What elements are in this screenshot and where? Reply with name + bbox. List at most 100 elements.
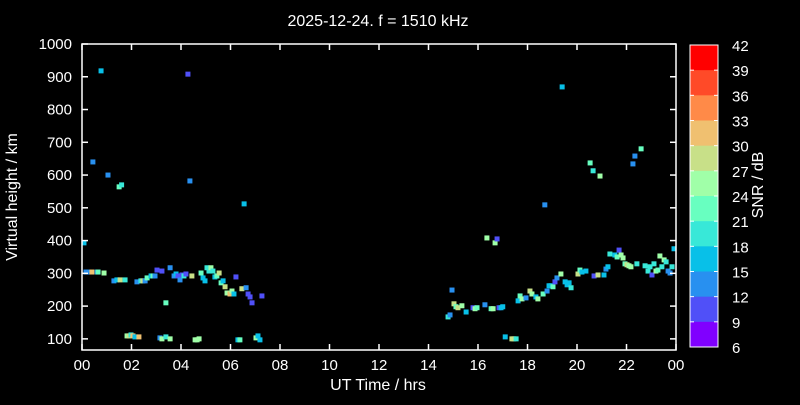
data-point — [513, 336, 519, 342]
colorbar-band — [690, 95, 718, 121]
colorbar-band — [690, 170, 718, 197]
data-point — [204, 265, 210, 271]
data-point — [198, 270, 204, 276]
data-point — [117, 277, 123, 283]
data-point — [255, 333, 261, 339]
data-point — [134, 279, 140, 285]
colorbar-band — [690, 321, 718, 348]
colorbar-tick-label: 9 — [732, 315, 740, 332]
data-point — [527, 288, 533, 294]
data-point — [159, 268, 165, 274]
colorbar-band — [690, 145, 718, 172]
data-point — [224, 290, 230, 296]
data-point — [484, 235, 490, 241]
x-tick-label: 18 — [519, 357, 536, 374]
x-tick-label: 14 — [420, 357, 437, 374]
y-tick-label: 500 — [47, 200, 72, 217]
data-point — [492, 240, 498, 246]
data-point — [152, 273, 158, 279]
colorbar-label: SNR / dB — [750, 152, 767, 219]
colorbar: 42 39 36 33 30 27 24 21 18 15 12 9 6 — [689, 38, 749, 357]
data-point — [591, 273, 597, 279]
x-tick-label: 12 — [371, 357, 388, 374]
data-point — [105, 172, 111, 178]
data-point — [187, 178, 193, 184]
chart-title: 2025-12-24. f = 1510 kHz — [287, 13, 468, 30]
data-point — [544, 288, 550, 294]
x-tick-label: 02 — [123, 357, 140, 374]
data-point — [249, 300, 255, 306]
data-point — [144, 275, 150, 281]
data-point — [196, 336, 202, 342]
data-point — [559, 84, 565, 90]
data-point — [189, 273, 195, 279]
axes: 00 02 04 06 08 10 12 14 16 18 20 22 0010020030040050… — [39, 36, 685, 374]
data-point — [167, 336, 173, 342]
data-point — [620, 255, 626, 261]
data-point — [243, 285, 249, 291]
data-point — [136, 334, 142, 340]
data-point — [649, 272, 655, 278]
data-point — [579, 269, 585, 275]
colorbar-tick-label: 18 — [732, 239, 749, 256]
x-tick-label: 08 — [272, 357, 289, 374]
data-point — [210, 268, 216, 274]
data-point — [618, 252, 624, 258]
data-point — [566, 280, 572, 286]
data-point — [259, 293, 265, 299]
data-point — [575, 271, 581, 277]
data-point — [651, 261, 657, 267]
x-tick-label: 10 — [321, 357, 338, 374]
data-point — [233, 274, 239, 280]
x-tick-label: 00 — [74, 357, 91, 374]
data-point — [587, 160, 593, 166]
data-point — [562, 279, 568, 285]
colorbar-tick-label: 6 — [732, 340, 740, 357]
data-point — [257, 337, 263, 343]
data-point — [583, 268, 589, 274]
colorbar-tick-label: 36 — [732, 88, 749, 105]
data-point — [552, 279, 558, 285]
data-point — [494, 236, 500, 242]
x-tick-label: 20 — [569, 357, 586, 374]
plot-frame — [81, 43, 677, 351]
data-point — [132, 334, 138, 340]
data-point — [95, 269, 101, 275]
data-point — [202, 278, 208, 284]
data-point — [451, 301, 457, 307]
data-point — [206, 268, 212, 274]
data-point — [81, 240, 87, 246]
data-point — [163, 334, 169, 340]
data-point — [463, 309, 469, 315]
data-point — [540, 291, 546, 297]
x-tick-label: 00 — [668, 357, 685, 374]
data-point — [85, 269, 91, 275]
data-point — [645, 268, 651, 274]
data-point — [154, 267, 160, 273]
data-point — [98, 68, 104, 74]
y-axis-label: Virtual height / km — [4, 133, 21, 261]
colorbar-band — [690, 196, 718, 222]
data-point — [247, 294, 253, 300]
data-point — [638, 146, 644, 152]
data-point — [214, 273, 220, 279]
data-point — [142, 278, 148, 284]
colorbar-tick-label: 27 — [732, 164, 749, 181]
data-point — [101, 270, 107, 276]
data-point — [482, 302, 488, 308]
data-point — [159, 336, 165, 342]
data-point — [455, 305, 461, 311]
colorbar-band — [690, 120, 718, 147]
data-point — [122, 277, 128, 283]
data-point — [607, 251, 613, 257]
x-axis-label: UT Time / hrs — [330, 377, 426, 394]
colorbar-band — [690, 296, 718, 323]
data-point — [500, 304, 506, 310]
data-point — [669, 264, 675, 270]
data-point — [459, 303, 465, 309]
data-point — [595, 272, 601, 278]
data-point — [550, 284, 556, 290]
data-point — [647, 264, 653, 270]
data-point — [474, 305, 480, 311]
